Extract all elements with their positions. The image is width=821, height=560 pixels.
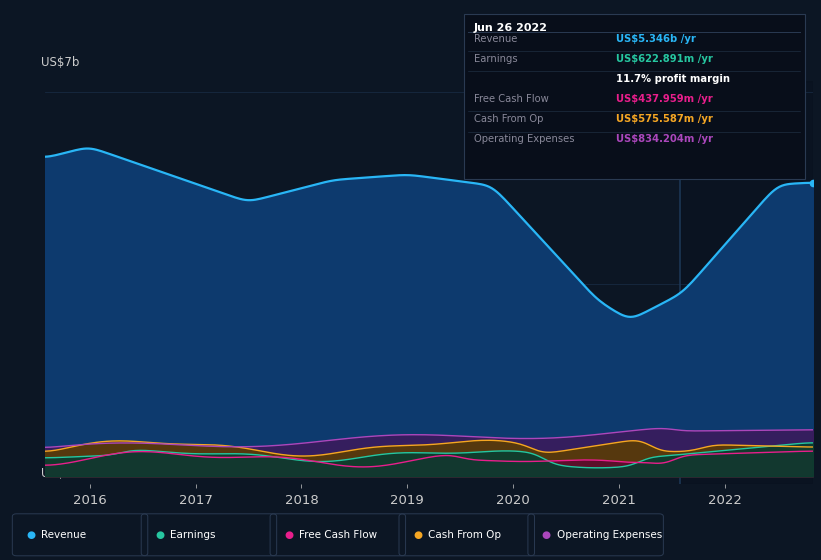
Text: US$5.346b /yr: US$5.346b /yr bbox=[616, 34, 695, 44]
Text: ●: ● bbox=[26, 530, 35, 540]
Text: Jun 26 2022: Jun 26 2022 bbox=[474, 23, 548, 33]
Text: US$834.204m /yr: US$834.204m /yr bbox=[616, 134, 713, 144]
Text: ●: ● bbox=[155, 530, 164, 540]
Text: Operating Expenses: Operating Expenses bbox=[557, 530, 662, 540]
Text: US$437.959m /yr: US$437.959m /yr bbox=[616, 94, 713, 104]
Text: Earnings: Earnings bbox=[474, 54, 517, 64]
Text: ●: ● bbox=[542, 530, 551, 540]
Text: Operating Expenses: Operating Expenses bbox=[474, 134, 574, 144]
Text: US$7b: US$7b bbox=[41, 56, 80, 69]
Text: ●: ● bbox=[413, 530, 422, 540]
Text: Earnings: Earnings bbox=[170, 530, 215, 540]
Text: Cash From Op: Cash From Op bbox=[428, 530, 501, 540]
Text: ●: ● bbox=[284, 530, 293, 540]
Text: Revenue: Revenue bbox=[41, 530, 86, 540]
Text: Revenue: Revenue bbox=[474, 34, 517, 44]
Bar bbox=[681, 81, 813, 484]
Text: US$0: US$0 bbox=[41, 468, 72, 480]
Text: Free Cash Flow: Free Cash Flow bbox=[299, 530, 377, 540]
Text: US$622.891m /yr: US$622.891m /yr bbox=[616, 54, 713, 64]
Text: Cash From Op: Cash From Op bbox=[474, 114, 544, 124]
Text: Free Cash Flow: Free Cash Flow bbox=[474, 94, 548, 104]
Text: 11.7% profit margin: 11.7% profit margin bbox=[616, 74, 730, 84]
Text: US$575.587m /yr: US$575.587m /yr bbox=[616, 114, 713, 124]
